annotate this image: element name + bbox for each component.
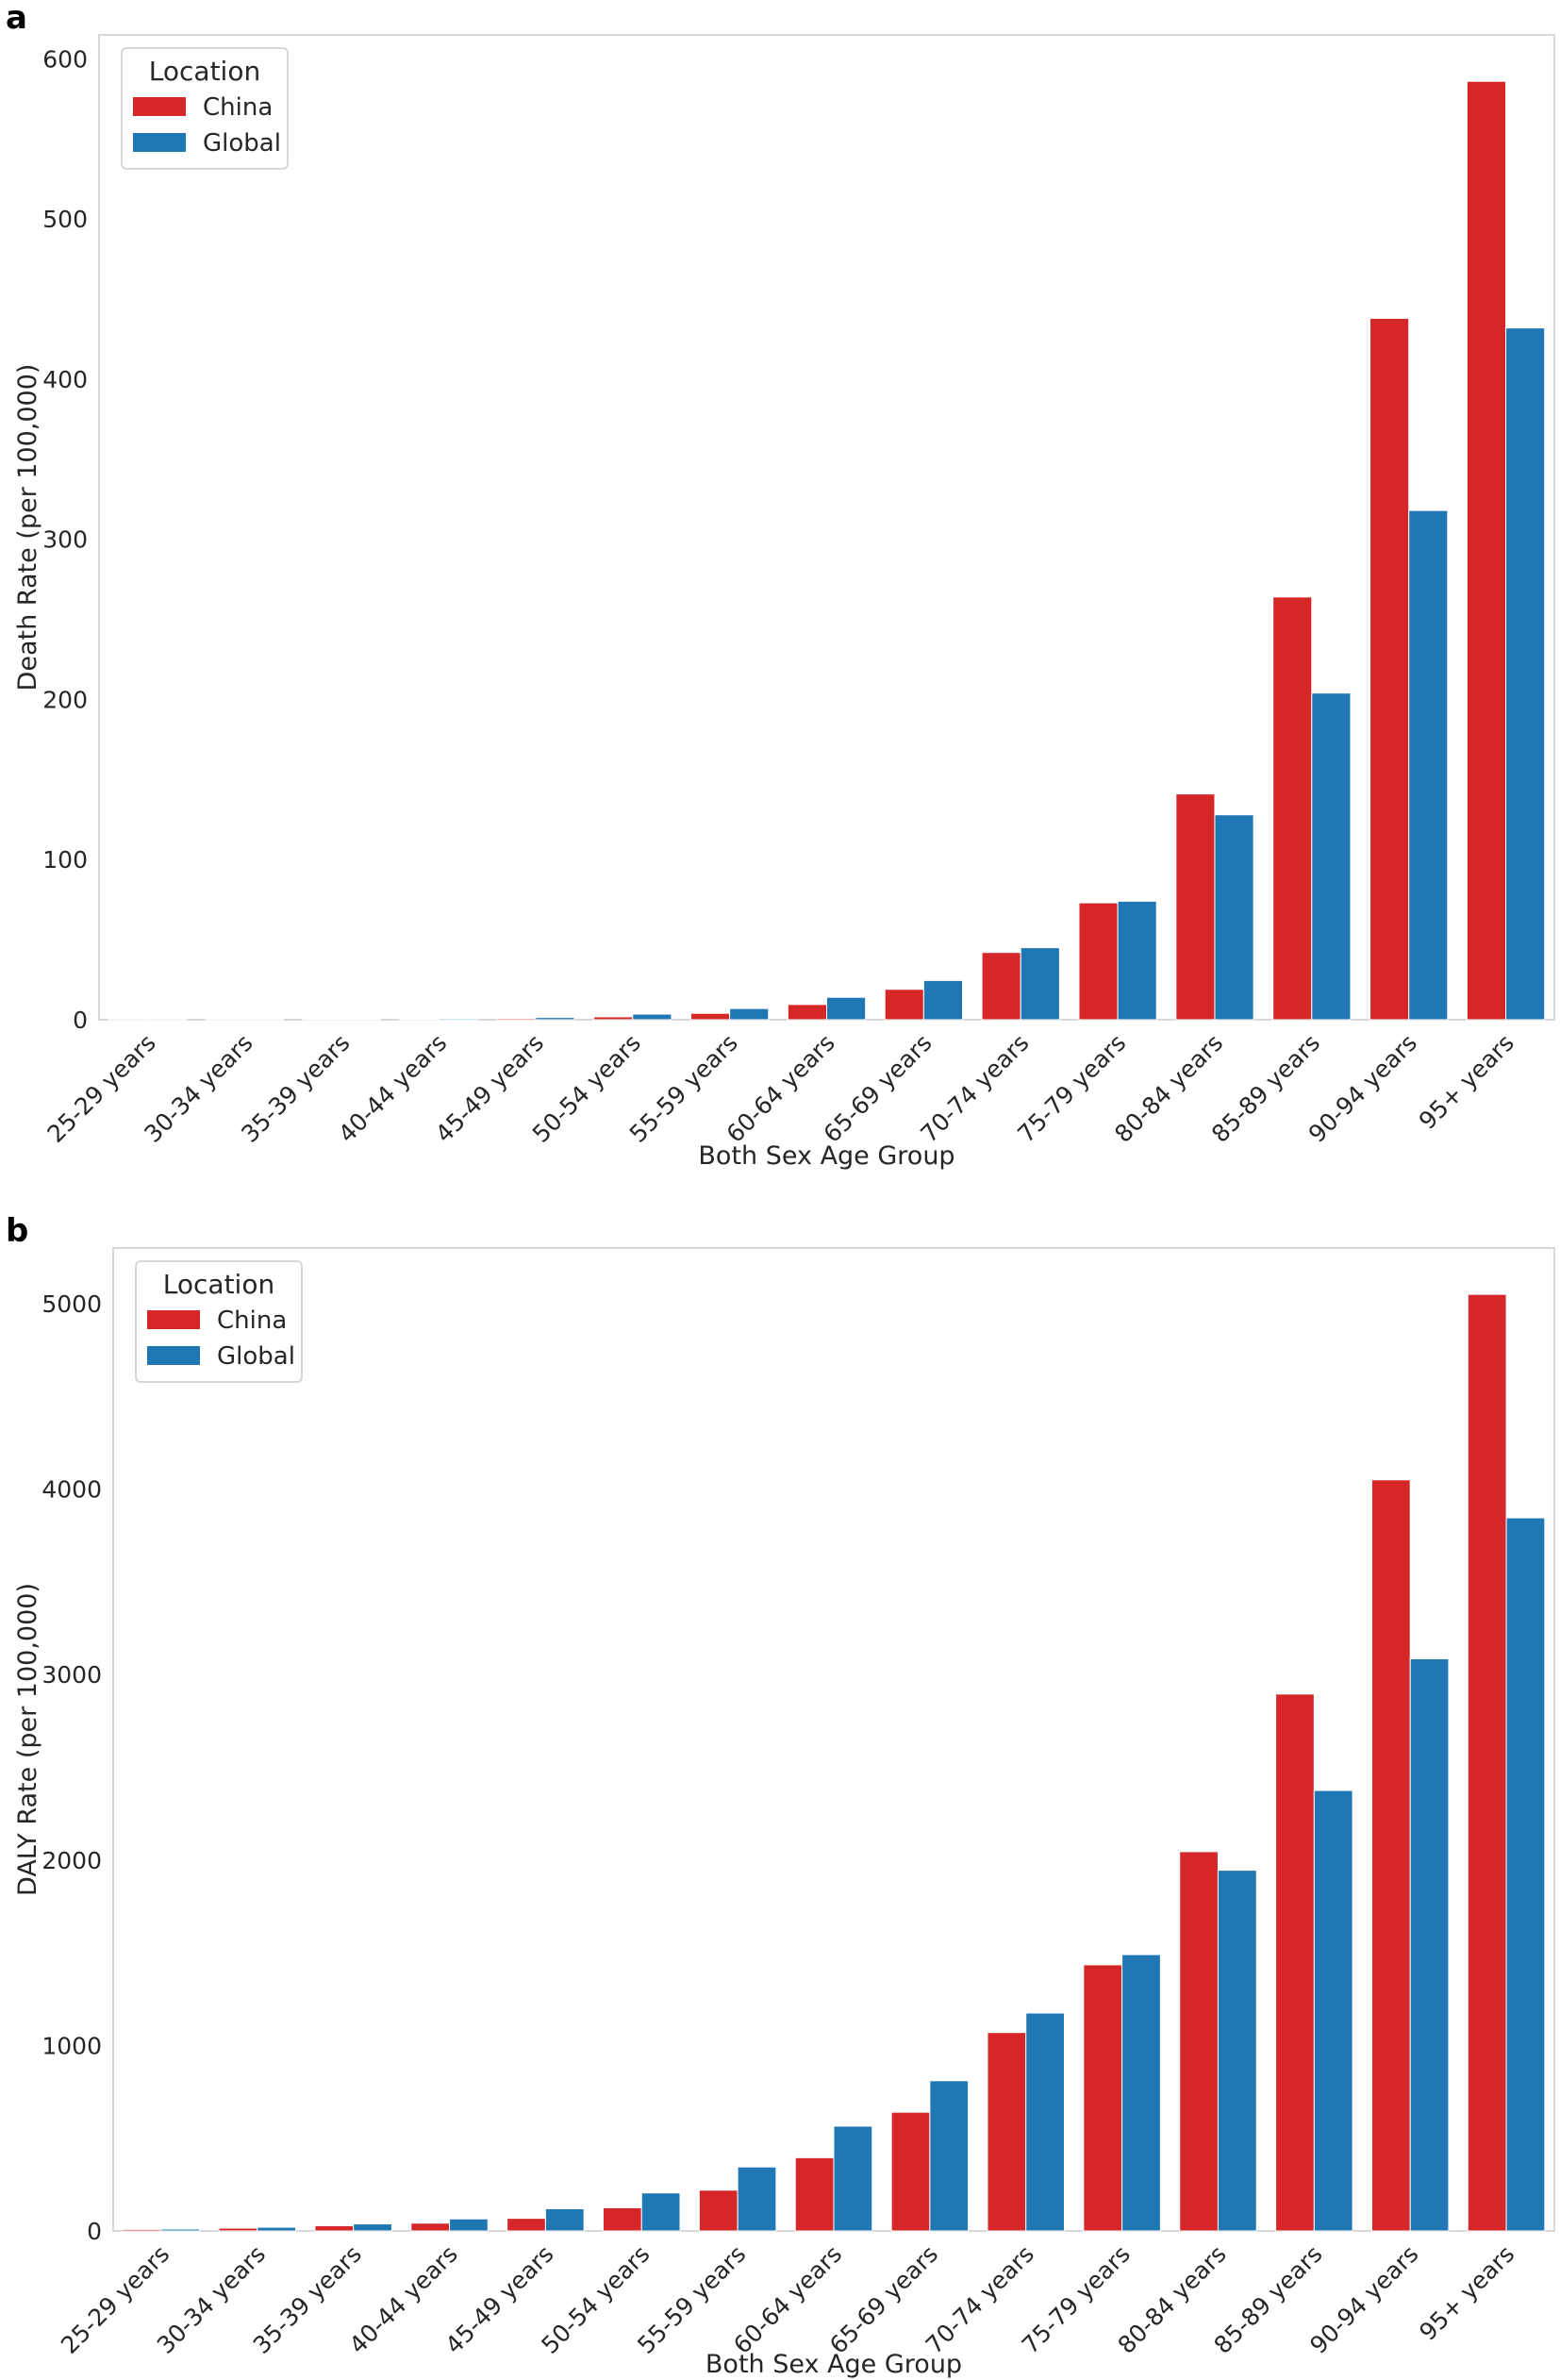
bar-global bbox=[737, 2166, 777, 2232]
bar-global bbox=[340, 1018, 381, 1021]
x-axis-label: Both Sex Age Group bbox=[698, 1141, 954, 1171]
y-tick-label: 600 bbox=[42, 45, 88, 73]
legend-title: Location bbox=[163, 1269, 274, 1300]
bar-china bbox=[689, 1012, 731, 1021]
bar-global bbox=[729, 1007, 770, 1021]
bar-global bbox=[1409, 1657, 1450, 2232]
bar-china bbox=[1083, 1964, 1123, 2232]
bar-global bbox=[1313, 1789, 1353, 2232]
bar-china bbox=[314, 2224, 355, 2232]
y-tick-label: 0 bbox=[87, 2218, 102, 2245]
bar-global bbox=[632, 1013, 672, 1021]
bar-global bbox=[1121, 1954, 1161, 2232]
legend-swatch-china bbox=[147, 1310, 200, 1329]
legend-label-china: China bbox=[203, 93, 273, 122]
bar-global bbox=[833, 2125, 873, 2232]
bar-china bbox=[794, 2156, 835, 2232]
bar-global bbox=[826, 996, 867, 1021]
legend-swatch-global bbox=[147, 1346, 200, 1365]
bar-china bbox=[1370, 1479, 1411, 2232]
x-axis-label: Both Sex Age Group bbox=[705, 2350, 962, 2379]
bar-china bbox=[496, 1018, 537, 1021]
panel-label: b bbox=[6, 1212, 28, 1250]
x-tick-label: 95+ years bbox=[1414, 2240, 1519, 2346]
bar-china bbox=[1179, 1851, 1219, 2232]
bar-china bbox=[1466, 80, 1507, 1021]
bar-china bbox=[218, 2227, 258, 2232]
legend-label-global: Global bbox=[217, 1342, 295, 1371]
y-tick-label: 200 bbox=[42, 686, 88, 713]
bar-global bbox=[449, 2218, 489, 2232]
y-tick-label: 2000 bbox=[41, 1847, 102, 1874]
bar-china bbox=[302, 1018, 342, 1021]
y-axis-label: Death Rate (per 100,000) bbox=[13, 364, 42, 691]
legend-label-global: Global bbox=[203, 129, 281, 158]
y-tick-label: 500 bbox=[42, 206, 88, 233]
panel-label: a bbox=[6, 0, 27, 37]
bar-china bbox=[890, 2111, 931, 2232]
y-tick-label: 1000 bbox=[41, 2032, 102, 2059]
bar-global bbox=[535, 1017, 575, 1021]
bar-china bbox=[987, 2032, 1027, 2232]
bar-global bbox=[1408, 509, 1449, 1021]
bar-china bbox=[1275, 1693, 1315, 2232]
bar-global bbox=[1505, 1517, 1546, 2232]
y-tick-label: 300 bbox=[42, 526, 88, 554]
bar-china bbox=[1369, 317, 1410, 1021]
bar-china bbox=[399, 1018, 440, 1021]
bar-global bbox=[1214, 814, 1254, 1021]
bar-china bbox=[506, 2218, 546, 2232]
bar-global bbox=[438, 1018, 478, 1021]
bar-global bbox=[353, 2223, 392, 2232]
y-axis-label: DALY Rate (per 100,000) bbox=[13, 1583, 42, 1896]
bar-china bbox=[1467, 1293, 1507, 2232]
y-tick-label: 5000 bbox=[41, 1290, 102, 1318]
legend-label-china: China bbox=[217, 1307, 287, 1335]
y-tick-label: 3000 bbox=[41, 1661, 102, 1689]
bar-china bbox=[1078, 902, 1119, 1021]
bar-global bbox=[922, 979, 964, 1021]
bar-china bbox=[603, 2206, 642, 2232]
bar-global bbox=[1020, 947, 1060, 1021]
bar-global bbox=[160, 2228, 201, 2232]
bar-global bbox=[640, 2192, 681, 2232]
bar-china bbox=[1272, 596, 1313, 1021]
bar-china bbox=[593, 1016, 634, 1021]
legend-swatch-china bbox=[133, 97, 186, 116]
y-tick-label: 0 bbox=[73, 1007, 88, 1034]
bar-global bbox=[257, 2226, 297, 2232]
bar-global bbox=[1311, 692, 1352, 1021]
legend-title: Location bbox=[149, 56, 260, 87]
y-tick-label: 100 bbox=[42, 846, 88, 874]
bar-global bbox=[1505, 327, 1546, 1021]
x-tick-label: 95+ years bbox=[1414, 1029, 1519, 1135]
bar-global bbox=[929, 2080, 970, 2232]
y-tick-label: 4000 bbox=[41, 1476, 102, 1504]
bar-china bbox=[981, 952, 1021, 1021]
bar-global bbox=[1117, 900, 1157, 1021]
y-tick-label: 400 bbox=[42, 366, 88, 393]
bar-china bbox=[884, 989, 924, 1021]
bar-china bbox=[787, 1004, 827, 1021]
bar-china bbox=[1175, 793, 1216, 1021]
bar-global bbox=[1217, 1870, 1257, 2232]
bar-global bbox=[1025, 2012, 1065, 2232]
legend-swatch-global bbox=[133, 133, 186, 152]
bar-china bbox=[410, 2222, 451, 2232]
bar-global bbox=[544, 2207, 585, 2232]
bar-china bbox=[122, 2228, 162, 2232]
bar-china bbox=[698, 2189, 739, 2232]
